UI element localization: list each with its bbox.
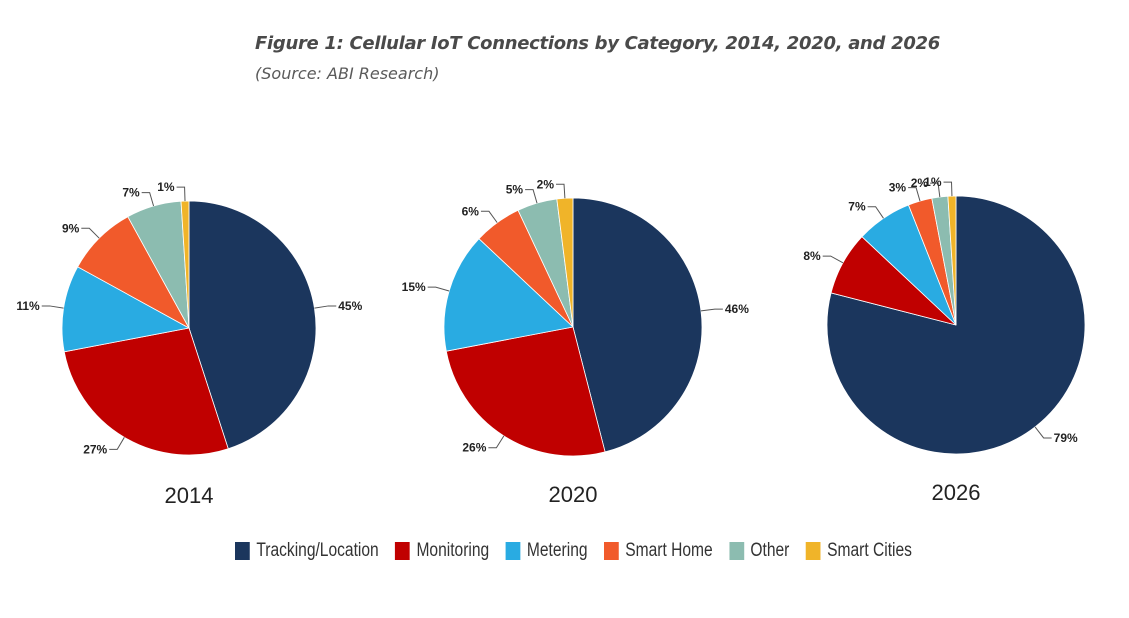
legend-item: Smart Home [603, 540, 713, 562]
leader-line [943, 181, 953, 197]
leader-line [525, 189, 538, 204]
data-label: 11% [16, 299, 40, 313]
data-label: 6% [462, 204, 480, 218]
data-label: 7% [122, 186, 140, 200]
legend-item: Tracking/Location [235, 540, 379, 562]
pie-slice-tracking-location [188, 200, 317, 450]
leader-line [314, 305, 337, 309]
pie-slice-tracking-location [572, 197, 703, 453]
leader-line [1034, 426, 1052, 439]
data-label: 9% [62, 221, 80, 235]
pie-slice-smart-cities [180, 200, 190, 329]
leader-line [176, 186, 186, 202]
chart-title: Figure 1: Cellular IoT Connections by Ca… [255, 33, 941, 54]
data-label: 45% [338, 299, 362, 313]
pie-slice-monitoring [445, 326, 606, 457]
legend-swatch [805, 542, 821, 560]
leader-line [488, 435, 505, 449]
legend-label: Smart Cities [827, 540, 912, 561]
data-label: 2% [537, 177, 555, 191]
data-label: 46% [725, 302, 749, 316]
legend-swatch [505, 542, 521, 560]
legend-swatch [729, 542, 744, 560]
leader-line [867, 206, 884, 219]
pie-slice-monitoring [63, 327, 229, 456]
legend-label: Metering [526, 540, 588, 561]
legend-label: Smart Home [625, 540, 713, 561]
data-label: 7% [848, 200, 866, 214]
leader-line [822, 255, 844, 264]
leader-line [109, 437, 125, 450]
legend-item: Metering [505, 540, 588, 562]
leader-line [930, 182, 941, 198]
legend-label: Other [750, 540, 790, 561]
legend-item: Smart Cities [805, 540, 912, 562]
data-label: 3% [889, 181, 907, 195]
data-label: 26% [462, 441, 486, 455]
legend-swatch [395, 542, 410, 560]
legend-swatch [603, 542, 619, 560]
pie-2014: 45% 27% 11% 9% 7% 1% 2014 [16, 180, 362, 508]
pie-slice-smart-cities [947, 195, 957, 326]
leader-line [556, 183, 566, 199]
legend-item: Monitoring [395, 540, 489, 562]
data-label: 1% [157, 180, 175, 194]
leader-line [700, 308, 723, 312]
data-label: 1% [924, 175, 942, 189]
leader-line [41, 305, 64, 309]
leader-line [480, 210, 498, 223]
data-label: 79% [1054, 431, 1078, 445]
leader-line [908, 187, 921, 202]
pie-year-label: 2026 [932, 480, 981, 505]
legend: Tracking/Location Monitoring Metering Sm… [235, 540, 928, 562]
legend-item: Other [729, 540, 789, 562]
data-label: 8% [803, 249, 821, 263]
data-label: 5% [506, 183, 524, 197]
pie-2020: 46% 26% 15% 6% 5% 2% 2020 [402, 177, 750, 507]
data-label: 15% [402, 280, 426, 294]
data-label: 2% [911, 176, 929, 190]
pie-year-label: 2014 [165, 483, 214, 508]
legend-swatch [235, 542, 250, 560]
chart-source: (Source: ABI Research) [255, 64, 440, 83]
legend-label: Tracking/Location [256, 540, 379, 561]
leader-line [141, 192, 155, 207]
leader-line [427, 286, 450, 292]
pie-slice-metering [443, 238, 574, 352]
leader-line [81, 227, 100, 239]
pie-year-label: 2020 [549, 482, 598, 507]
legend-label: Monitoring [416, 540, 490, 561]
pie-2026: 79% 8% 7% 3% 2%1% 2026 [803, 175, 1086, 505]
data-label: 27% [83, 442, 107, 456]
